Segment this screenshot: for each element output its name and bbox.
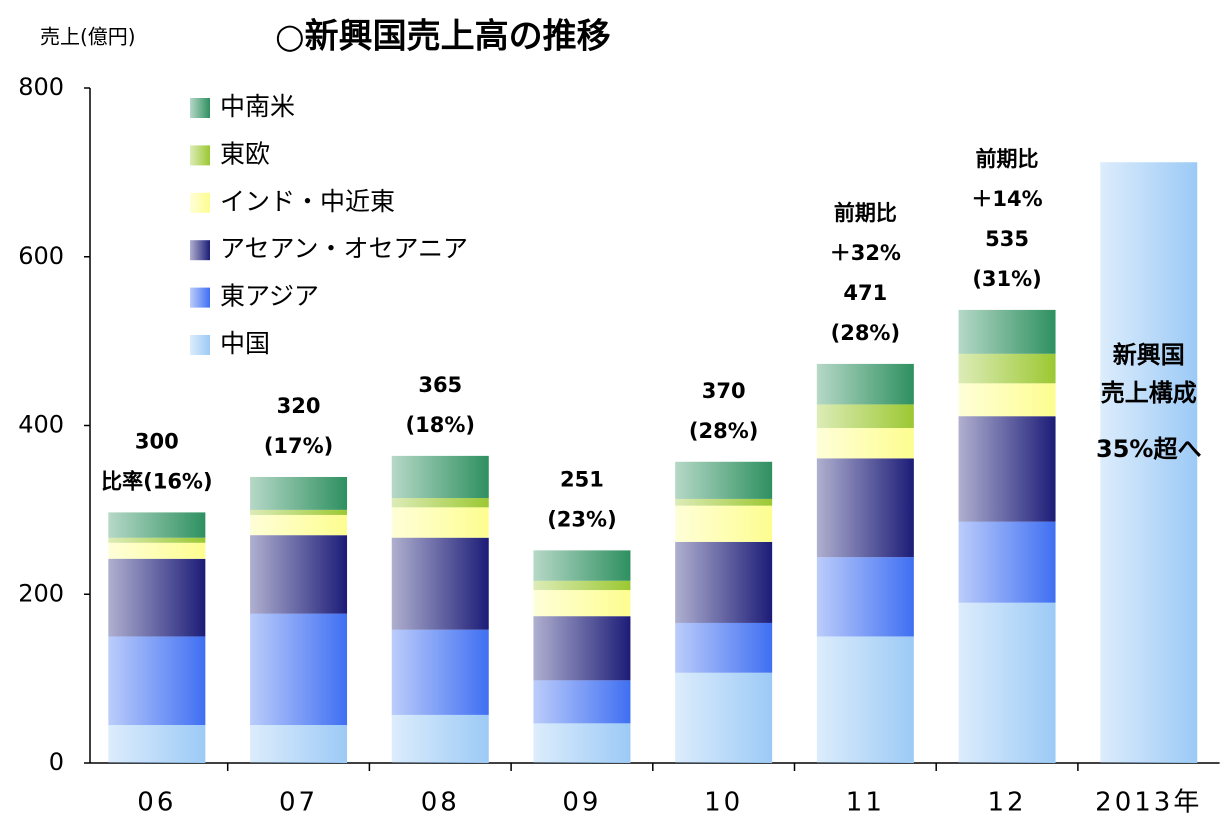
chart-title: ○新興国売上高の推移 — [275, 17, 611, 57]
bar-segment — [391, 455, 489, 499]
bar-segment — [250, 509, 348, 515]
bar-segment — [108, 636, 206, 726]
bar-segment — [250, 613, 348, 726]
x-tick-label: 07 — [279, 788, 318, 818]
bar-segment — [250, 476, 348, 510]
bar-segment — [816, 404, 914, 429]
annotation: 251 — [560, 467, 604, 491]
bar-segment — [108, 542, 206, 559]
bar-segment — [533, 680, 631, 724]
bar-segment — [533, 723, 631, 763]
bar-segment — [958, 309, 1056, 354]
bar-segment — [533, 580, 631, 591]
bar-segment — [816, 428, 914, 459]
legend-swatch — [190, 335, 210, 355]
legend-swatch — [190, 287, 210, 308]
legend-swatch — [190, 145, 210, 166]
bar-segment — [533, 590, 631, 617]
x-tick-label: 08 — [421, 788, 460, 818]
legend-swatch — [190, 240, 210, 261]
bar-segment — [816, 636, 914, 763]
bar-segment — [816, 363, 914, 405]
bar-segment — [108, 537, 206, 543]
bar-segment — [250, 514, 348, 536]
projection-label: 売上構成 — [1101, 379, 1197, 407]
bar-segment — [958, 602, 1056, 763]
annotation: (18%) — [406, 413, 475, 437]
legend-label: 東アジア — [220, 282, 319, 311]
bar-segment — [533, 550, 631, 581]
projection-label: 新興国 — [1113, 341, 1185, 369]
bar-segment — [816, 458, 914, 558]
bar-segment — [675, 498, 773, 506]
annotation: ＋32% — [830, 241, 901, 265]
x-tick-label: 11 — [846, 788, 885, 818]
x-tick-label: 12 — [988, 788, 1027, 818]
annotation: (28%) — [689, 419, 758, 443]
annotation: 300 — [135, 429, 179, 453]
bar-segment — [675, 541, 773, 623]
annotation: (31%) — [972, 267, 1041, 291]
annotation: (17%) — [264, 434, 333, 458]
bar-segment — [675, 622, 773, 673]
y-tick-label: 0 — [49, 748, 64, 776]
legend-swatch — [190, 192, 210, 213]
y-tick-label: 600 — [18, 242, 64, 270]
annotation: 前期比 — [976, 147, 1039, 171]
bar-segment — [108, 558, 206, 637]
legend-label: 中南米 — [220, 92, 295, 121]
bar-segment — [391, 537, 489, 630]
projection-label: 35%超へ — [1096, 435, 1201, 463]
x-tick-label: 06 — [137, 788, 176, 818]
legend-label: 東欧 — [220, 139, 270, 168]
y-tick-label: 200 — [18, 579, 64, 607]
bar-segment — [958, 416, 1056, 522]
bar-segment — [533, 616, 631, 681]
annotation: (28%) — [831, 321, 900, 345]
legend-label: 中国 — [220, 329, 270, 358]
annotation: 471 — [843, 281, 887, 305]
bar-segment — [675, 505, 773, 542]
bar-segment — [108, 512, 206, 538]
bar-segment — [391, 714, 489, 763]
annotation: 370 — [702, 379, 746, 403]
x-tick-label: 10 — [704, 788, 743, 818]
annotation: (23%) — [547, 507, 616, 531]
bar-segment — [675, 672, 773, 763]
projection-bar — [1100, 162, 1198, 763]
legend-label: インド・中近東 — [220, 187, 395, 216]
y-tick-label: 800 — [18, 73, 64, 101]
legend-label: アセアン・オセアニア — [220, 234, 468, 263]
y-tick-label: 400 — [18, 411, 64, 439]
legend-swatch — [190, 98, 210, 118]
annotation: 前期比 — [834, 201, 897, 225]
bar-segment — [391, 507, 489, 538]
annotation: ＋14% — [971, 187, 1042, 211]
x-tick-label: 2013年 — [1095, 788, 1202, 818]
bar-segment — [250, 535, 348, 614]
bar-segment — [250, 725, 348, 763]
bar-segment — [391, 629, 489, 715]
annotation: 365 — [418, 373, 462, 397]
y-axis-label: 売上(億円) — [40, 25, 136, 49]
bar-segment — [958, 383, 1056, 417]
annotation: 535 — [985, 227, 1029, 251]
x-tick-label: 09 — [562, 788, 601, 818]
bar-segment — [391, 498, 489, 508]
bar-segment — [675, 461, 773, 499]
bar-segment — [958, 353, 1056, 384]
bar-segment — [958, 521, 1056, 603]
annotation: 320 — [277, 394, 321, 418]
bar-segment — [816, 557, 914, 637]
annotation: 比率(16%) — [101, 469, 212, 493]
bar-segment — [108, 725, 206, 763]
